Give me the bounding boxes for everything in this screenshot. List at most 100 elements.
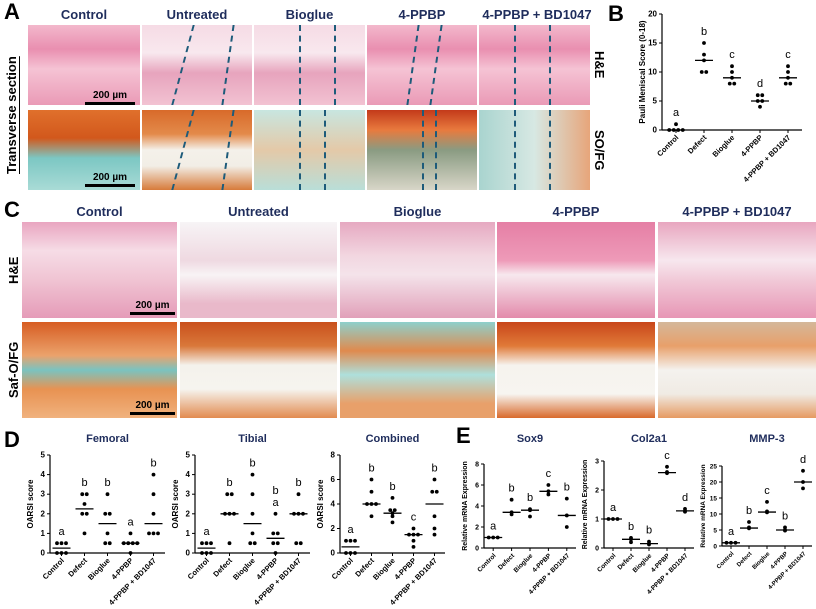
y-tick-label: 5 (41, 451, 46, 460)
significance-letter: b (226, 477, 232, 489)
chart-title: MMP-3 (749, 433, 784, 445)
data-point (411, 526, 416, 531)
data-point (528, 514, 532, 519)
significance-letter: b (249, 458, 255, 470)
significance-letter: b (646, 525, 652, 537)
data-point (348, 551, 353, 555)
data-point (546, 483, 551, 487)
histology-c-so-control (22, 322, 177, 418)
x-tick-label: Control (41, 556, 66, 581)
row-he: H&E (592, 51, 607, 79)
data-point (64, 541, 68, 546)
data-point (82, 502, 87, 506)
data-point (227, 541, 232, 546)
data-point (788, 81, 793, 86)
data-point (432, 477, 437, 482)
x-tick-label: Bioglue (86, 556, 112, 582)
scale-bar-text: 200 µm (92, 90, 128, 101)
histology-a-so-bioglue (254, 110, 365, 190)
y-tick-label: 2 (41, 509, 46, 518)
scale-bar-text: 200 µm (92, 172, 128, 183)
data-point (665, 464, 669, 469)
significance-letter: a (673, 107, 680, 119)
x-tick-label: 4-PPBP (739, 133, 765, 159)
data-point (128, 551, 133, 555)
data-point (564, 496, 569, 501)
data-point (151, 531, 156, 536)
significance-letter: b (701, 26, 707, 38)
col-4ppbp: 4-PPBP (398, 7, 446, 22)
significance-letter: b (272, 485, 278, 497)
data-point (786, 70, 790, 74)
data-point (156, 531, 160, 536)
x-tick-label: Control (655, 133, 680, 158)
data-point (151, 511, 156, 516)
data-point (80, 492, 85, 497)
data-point (296, 492, 301, 497)
data-point (783, 81, 788, 86)
significance-letter: b (295, 477, 301, 489)
significance-letter: a (728, 526, 735, 538)
data-point (755, 93, 760, 98)
data-point (294, 541, 299, 546)
data-point (84, 492, 89, 497)
significance-letter: b (104, 477, 110, 489)
data-point (271, 541, 276, 546)
data-point (344, 551, 348, 555)
significance-letter: b (782, 510, 788, 522)
data-point (59, 551, 64, 555)
histology-a-he-bioglue (254, 25, 365, 105)
y-tick-label: 8 (475, 462, 479, 469)
data-point (786, 64, 790, 69)
data-point (209, 541, 213, 546)
y-tick-label: 3 (595, 459, 599, 466)
x-tick-label: Bioglue (231, 556, 257, 582)
data-point (727, 81, 732, 86)
x-tick-label: Bioglue (371, 556, 397, 582)
scale-bar-c1: 200 µm (130, 300, 175, 315)
y-tick-label: 20 (710, 480, 718, 487)
data-point (55, 541, 59, 546)
row-sofg: SO/FG (592, 129, 607, 171)
data-point (392, 508, 397, 513)
y-tick-label: 6 (475, 483, 479, 490)
y-tick-label: 2 (475, 525, 479, 532)
data-point (80, 511, 85, 516)
data-point (699, 70, 704, 74)
data-point (84, 511, 89, 516)
histology-c-so-4ppbp-bd1047 (658, 322, 816, 418)
data-point (732, 81, 737, 86)
col-control: Control (76, 204, 123, 219)
significance-letter: b (150, 458, 156, 470)
data-point (432, 532, 437, 537)
histology-c-he-untreated (180, 222, 337, 318)
histology-a-he-control (28, 25, 140, 105)
data-point (730, 64, 734, 69)
histology-a-he-untreated (142, 25, 252, 105)
data-point (704, 70, 709, 74)
panel-a-label: A (4, 0, 20, 24)
histology-a-he-4ppbp-bd1047 (479, 25, 590, 105)
histology-c-he-control (22, 222, 177, 318)
data-point (55, 551, 59, 555)
y-tick-label: 10 (648, 68, 657, 77)
transverse-section-label: Transverse section (4, 56, 19, 174)
data-point (107, 511, 112, 516)
significance-letter: c (664, 450, 670, 462)
data-point (275, 531, 280, 536)
chart-title: Combined (366, 433, 420, 445)
significance-letter: c (764, 485, 770, 497)
data-point (730, 70, 734, 74)
col-bioglue: Bioglue (393, 204, 442, 219)
y-tick-label: 0 (713, 544, 717, 551)
data-point (390, 520, 395, 525)
data-point (546, 492, 551, 497)
histology-a-so-4ppbp-bd1047 (479, 110, 590, 190)
data-point (430, 489, 435, 494)
data-point (105, 531, 110, 536)
scale-bar-c2: 200 µm (130, 400, 175, 415)
significance-letter: a (347, 524, 354, 536)
col-4ppbp-bd1047: 4-PPBP + BD1047 (682, 204, 792, 219)
